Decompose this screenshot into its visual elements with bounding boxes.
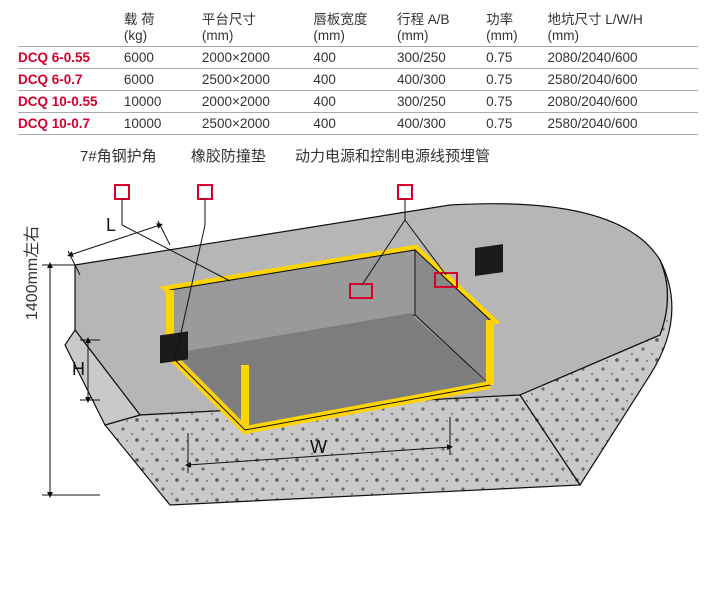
- th-pit-l2: (mm): [547, 28, 694, 43]
- pit-diagram: 7#角钢护角 橡胶防撞垫 动力电源和控制电源线预埋管 明华 MINGHUA: [20, 145, 700, 525]
- cell-lip: 400: [313, 47, 397, 69]
- cell-stroke: 300/250: [397, 47, 486, 69]
- th-pow: 功率 (mm): [486, 5, 547, 47]
- cell-plat: 2000×2000: [202, 91, 313, 113]
- dim-L-label: L: [106, 215, 116, 235]
- th-pow-l2: (mm): [486, 28, 543, 43]
- cell-pow: 0.75: [486, 91, 547, 113]
- th-plat: 平台尺寸 (mm): [202, 5, 313, 47]
- th-load-l1: 载 荷: [124, 12, 155, 27]
- cell-load: 6000: [124, 47, 202, 69]
- th-stroke-l1: 行程 A/B: [397, 12, 450, 27]
- cell-load: 10000: [124, 113, 202, 135]
- callout-rubber-bumper: 橡胶防撞垫: [191, 145, 266, 166]
- cell-stroke: 400/300: [397, 113, 486, 135]
- th-stroke-l2: (mm): [397, 28, 482, 43]
- cell-stroke: 400/300: [397, 69, 486, 91]
- th-plat-l2: (mm): [202, 28, 309, 43]
- cell-plat: 2000×2000: [202, 47, 313, 69]
- dim-H-label: H: [72, 359, 85, 379]
- callouts-row: 7#角钢护角 橡胶防撞垫 动力电源和控制电源线预埋管: [20, 145, 700, 166]
- cell-plat: 2500×2000: [202, 113, 313, 135]
- dim-W-label: W: [310, 437, 327, 457]
- cell-lip: 400: [313, 69, 397, 91]
- th-plat-l1: 平台尺寸: [202, 12, 256, 27]
- th-pit: 地坑尺寸 L/W/H (mm): [547, 5, 698, 47]
- cell-model: DCQ 10-0.55: [18, 91, 124, 113]
- table-row: DCQ 10-0.7100002500×2000400400/3000.7525…: [18, 113, 698, 135]
- th-pow-l1: 功率: [486, 12, 513, 27]
- cell-plat: 2500×2000: [202, 69, 313, 91]
- diagram-svg: L H W: [20, 165, 700, 525]
- th-pit-l1: 地坑尺寸 L/W/H: [547, 12, 642, 27]
- cell-lip: 400: [313, 113, 397, 135]
- cell-model: DCQ 6-0.7: [18, 69, 124, 91]
- table-row: DCQ 6-0.760002500×2000400400/3000.752580…: [18, 69, 698, 91]
- cell-model: DCQ 10-0.7: [18, 113, 124, 135]
- table-row: DCQ 6-0.5560002000×2000400300/2500.75208…: [18, 47, 698, 69]
- cell-pow: 0.75: [486, 47, 547, 69]
- cell-pit: 2580/2040/600: [547, 69, 698, 91]
- th-load-l2: (kg): [124, 28, 198, 43]
- cell-stroke: 300/250: [397, 91, 486, 113]
- th-model: [18, 5, 124, 47]
- cell-model: DCQ 6-0.55: [18, 47, 124, 69]
- th-load: 载 荷 (kg): [124, 5, 202, 47]
- overall-height-label: 1400mm左右: [18, 226, 42, 320]
- cell-load: 6000: [124, 69, 202, 91]
- cell-pit: 2080/2040/600: [547, 91, 698, 113]
- spec-table: 载 荷 (kg) 平台尺寸 (mm) 唇板宽度 (mm) 行程 A/B (mm)…: [18, 5, 698, 135]
- th-lip-l1: 唇板宽度: [313, 12, 367, 27]
- cell-pit: 2580/2040/600: [547, 113, 698, 135]
- callout-angle-steel: 7#角钢护角: [80, 145, 157, 166]
- cell-pit: 2080/2040/600: [547, 47, 698, 69]
- cell-load: 10000: [124, 91, 202, 113]
- cell-lip: 400: [313, 91, 397, 113]
- table-row: DCQ 10-0.55100002000×2000400300/2500.752…: [18, 91, 698, 113]
- th-lip: 唇板宽度 (mm): [313, 5, 397, 47]
- th-lip-l2: (mm): [313, 28, 393, 43]
- cell-pow: 0.75: [486, 69, 547, 91]
- cell-pow: 0.75: [486, 113, 547, 135]
- th-stroke: 行程 A/B (mm): [397, 5, 486, 47]
- callout-conduit: 动力电源和控制电源线预埋管: [295, 145, 490, 166]
